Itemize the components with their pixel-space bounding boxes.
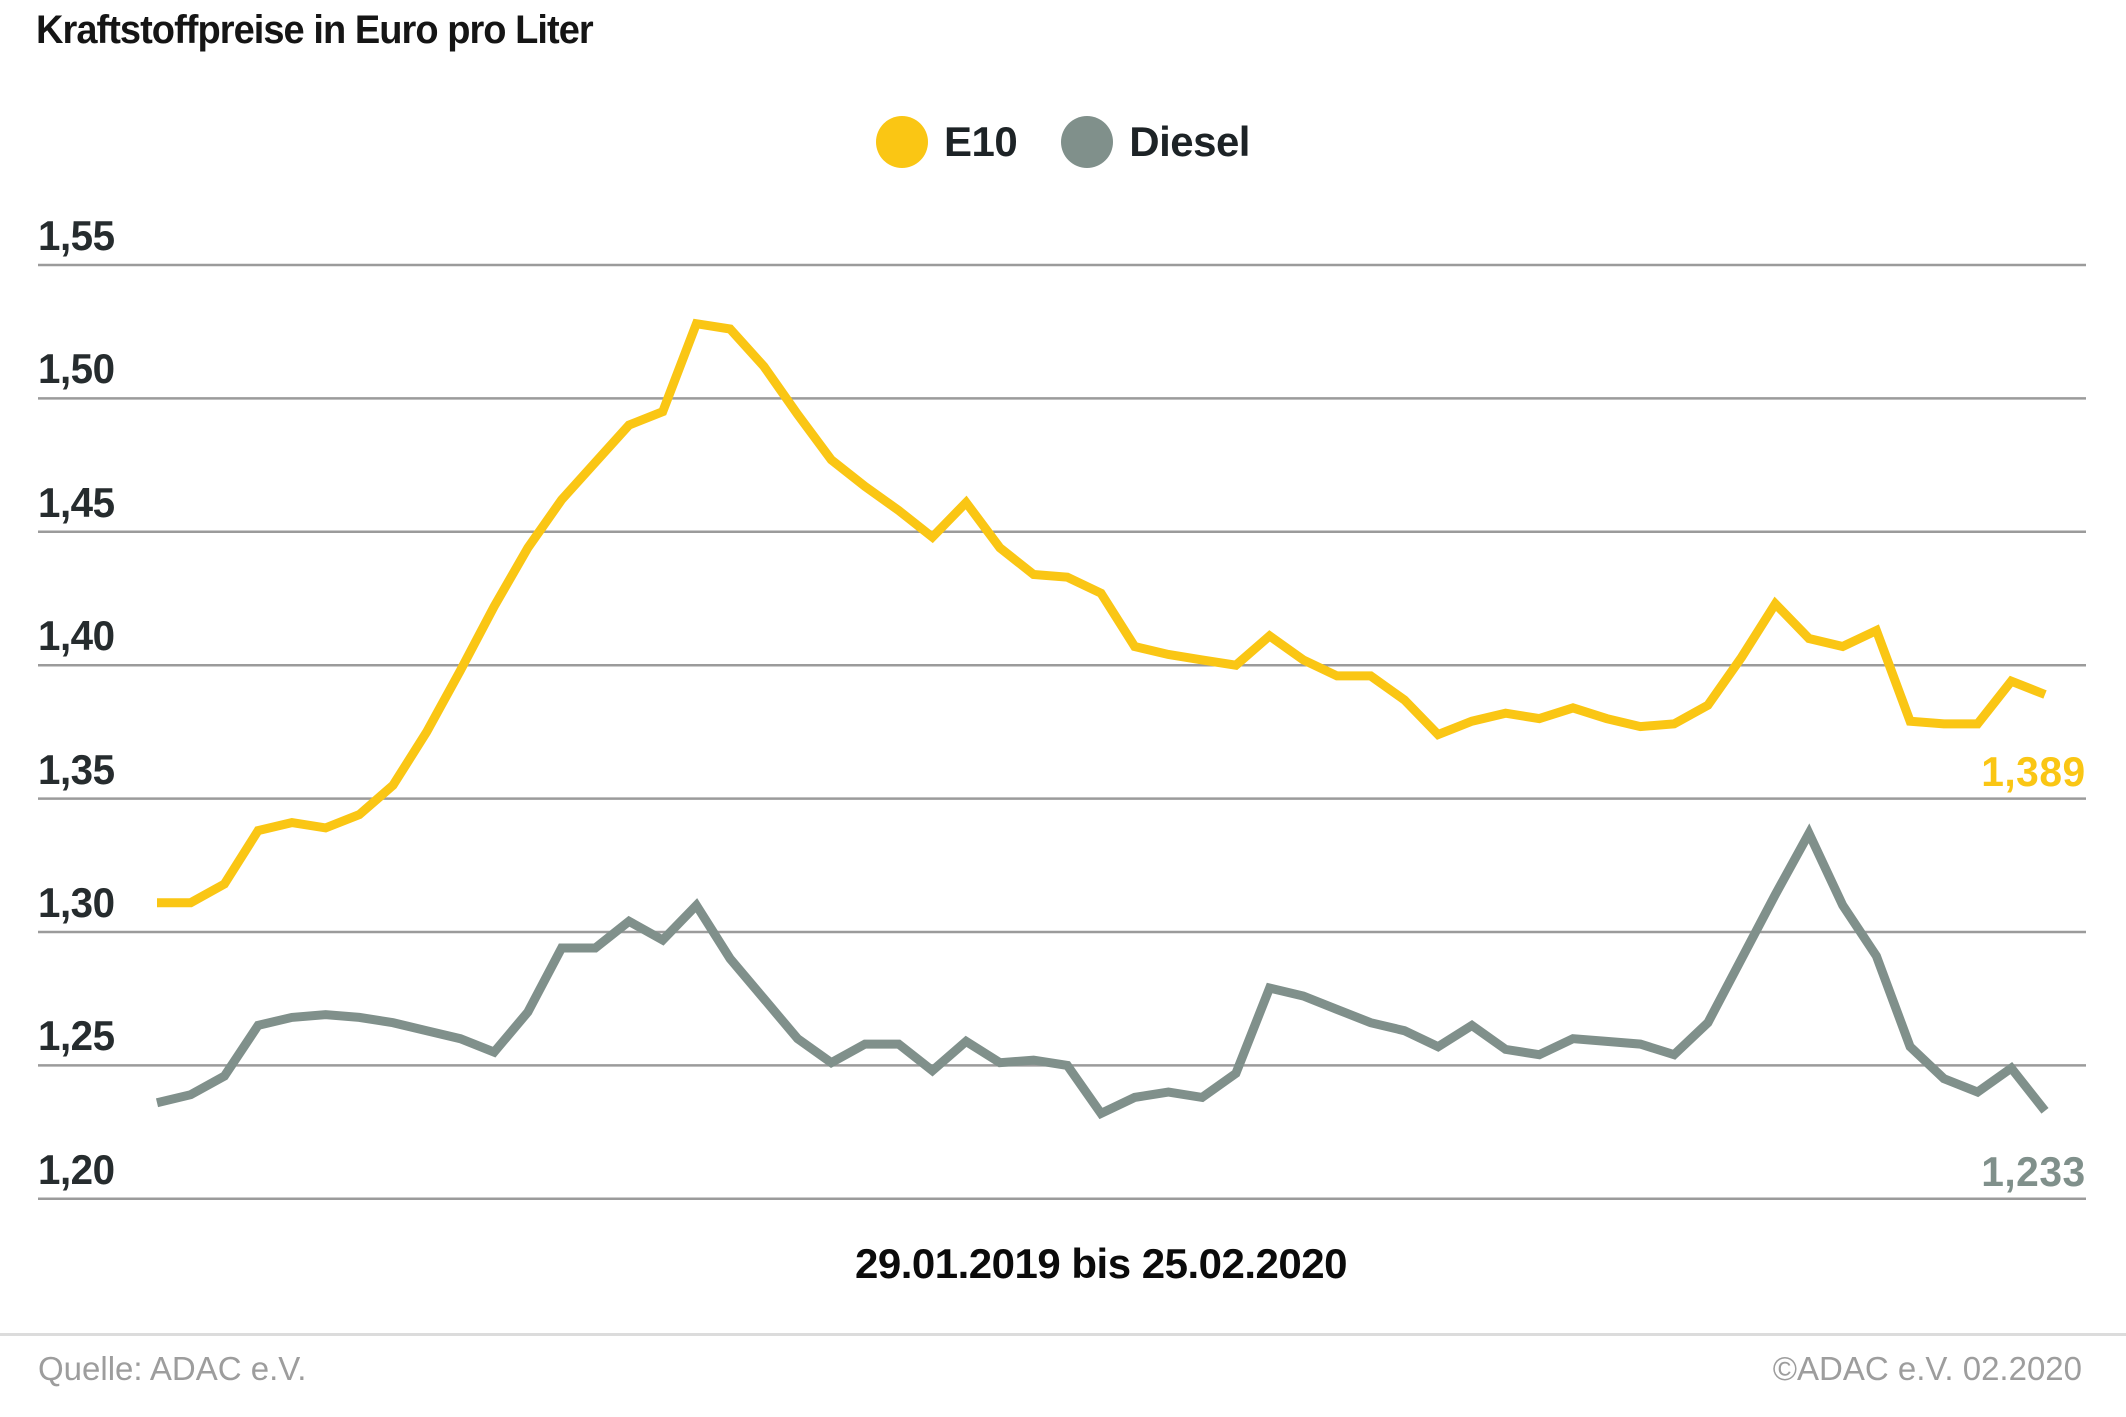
diesel-end-value-label: 1,233 [1981, 1148, 2086, 1195]
x-range-label: 29.01.2019 bis 25.02.2020 [855, 1240, 1347, 1287]
y-axis-tick-label: 1,20 [38, 1145, 115, 1193]
y-axis-tick-label: 1,55 [38, 212, 115, 259]
y-axis-tick-label: 1,40 [38, 612, 115, 660]
diesel-line [155, 823, 2049, 1120]
y-axis-tick-label: 1,25 [38, 1012, 115, 1060]
y-axis-tick-label: 1,35 [38, 745, 115, 793]
e10-line [157, 318, 2047, 908]
e10-end-value-label: 1,389 [1981, 748, 2086, 795]
legend-label-e10: E10 [944, 118, 1018, 165]
legend-label-diesel: Diesel [1129, 118, 1250, 165]
footer-source: Quelle: ADAC e.V. [38, 1350, 307, 1387]
e10-series-color-dot-icon [876, 116, 928, 168]
legend-item-e10: E10 [876, 116, 1018, 168]
legend-item-diesel: Diesel [1061, 116, 1250, 168]
y-axis-tick-label: 1,30 [38, 879, 115, 926]
page-title: Kraftstoffpreise in Euro pro Liter [36, 8, 594, 52]
y-axis-tick-label: 1,45 [38, 478, 115, 526]
footer-copyright: ©ADAC e.V. 02.2020 [1772, 1350, 2082, 1387]
diesel-series-color-dot-icon [1061, 116, 1114, 168]
footer-divider [0, 1333, 2126, 1336]
chart-legend: E10 Diesel [0, 116, 2126, 168]
y-axis-tick-label: 1,50 [38, 345, 115, 393]
